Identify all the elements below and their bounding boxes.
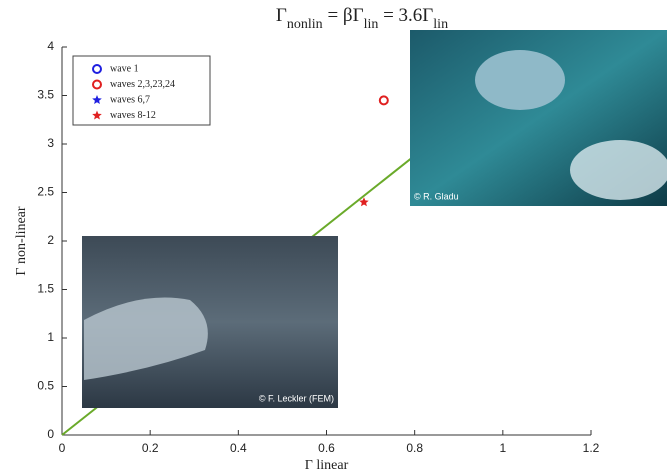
- y-tick-label: 0: [47, 427, 54, 441]
- x-axis-label: Γ linear: [305, 458, 349, 473]
- x-tick-label: 0.2: [142, 441, 159, 455]
- legend-label: waves 2,3,23,24: [110, 79, 175, 90]
- legend-label: waves 6,7: [110, 94, 150, 105]
- x-tick-label: 0.8: [406, 441, 423, 455]
- y-tick-label: 0.5: [37, 379, 54, 393]
- chart-title: Γnonlin = βΓlin = 3.6Γlin: [276, 5, 448, 31]
- x-tick-label: 0: [59, 441, 66, 455]
- y-tick-label: 1.5: [37, 282, 54, 296]
- y-tick-label: 3: [47, 136, 54, 150]
- photo-credit: © F. Leckler (FEM): [259, 393, 334, 403]
- x-tick-label: 0.4: [230, 441, 247, 455]
- title-text: = 3.6Γ: [378, 5, 433, 26]
- title-subscript: nonlin: [287, 17, 323, 32]
- y-tick-label: 1: [47, 330, 54, 344]
- y-tick-label: 2.5: [37, 185, 54, 199]
- chart: Γnonlin = βΓlin = 3.6Γlin 00.20.40.60.81…: [0, 0, 667, 476]
- y-tick-label: 3.5: [37, 88, 54, 102]
- point: [380, 96, 388, 104]
- y-axis-label: Γ non-linear: [14, 206, 29, 275]
- photo-detail: [570, 140, 667, 200]
- x-tick-label: 0.6: [318, 441, 335, 455]
- photo-credit: © R. Gladu: [414, 191, 459, 201]
- y-tick-label: 4: [47, 39, 54, 53]
- photo-top-right: © R. Gladu: [410, 30, 667, 206]
- y-tick-label: 2: [47, 233, 54, 247]
- legend-label: wave 1: [110, 63, 139, 74]
- x-tick-label: 1.2: [583, 441, 600, 455]
- legend-label: waves 8-12: [110, 110, 156, 121]
- title-text: Γ: [276, 5, 287, 26]
- x-tick-label: 1: [499, 441, 506, 455]
- title-subscript: lin: [364, 17, 379, 32]
- title-text: = βΓ: [323, 5, 364, 26]
- photo-bottom-left: © F. Leckler (FEM): [82, 236, 338, 408]
- title-subscript: lin: [433, 17, 448, 32]
- photo-detail: [475, 50, 565, 110]
